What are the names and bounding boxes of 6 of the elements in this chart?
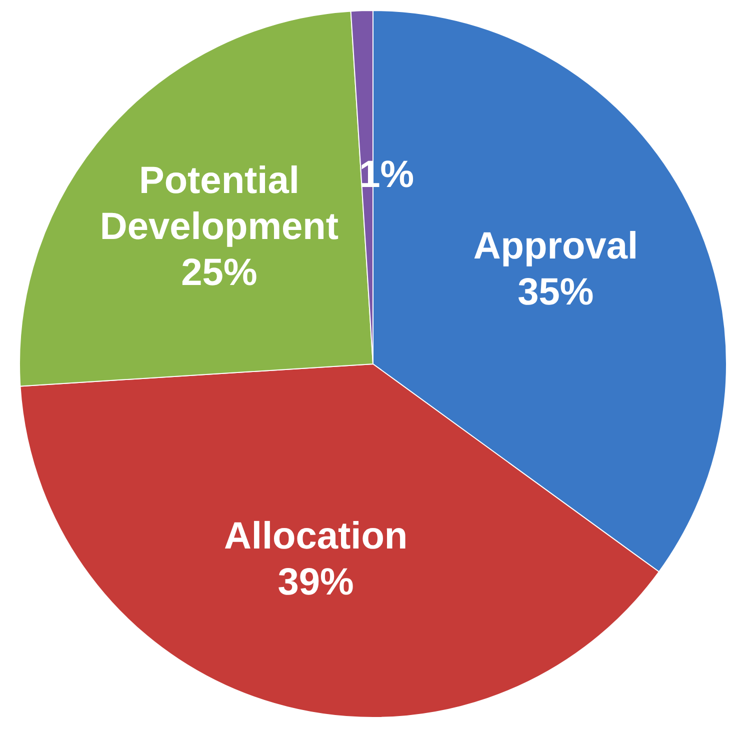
- data-label: 35%: [518, 271, 594, 314]
- data-label: 39%: [278, 561, 354, 604]
- slice-label: Approval: [473, 225, 638, 268]
- data-label: 25%: [181, 252, 258, 294]
- slice-label: Allocation: [224, 515, 408, 558]
- slice-label: Potential Development: [100, 160, 339, 248]
